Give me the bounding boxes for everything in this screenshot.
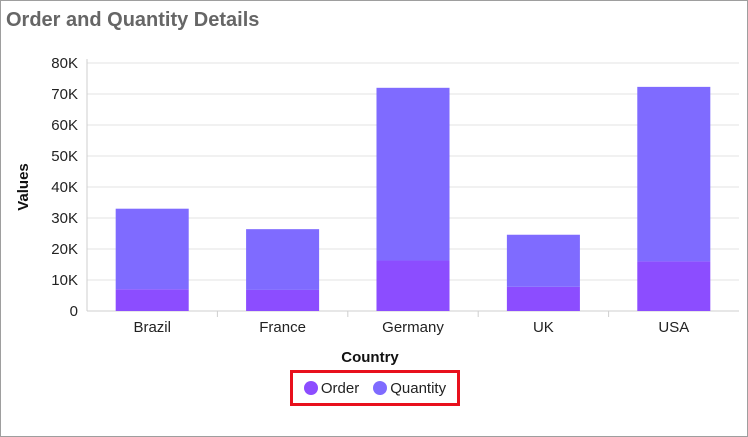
bar-quantity-usa[interactable]: [637, 86, 711, 262]
legend-label-order: Order: [320, 379, 360, 397]
legend-item-quantity[interactable]: Quantity: [373, 380, 446, 397]
x-tick-label: Germany: [382, 319, 444, 336]
x-tick-label: UK: [533, 319, 554, 336]
y-tick-label: 50K: [51, 148, 78, 165]
y-tick-label: 80K: [51, 55, 78, 72]
y-tick-label: 70K: [51, 86, 78, 103]
legend-item-order[interactable]: Order: [303, 379, 360, 397]
y-tick-label: 0: [70, 303, 78, 320]
bar-quantity-germany[interactable]: [376, 87, 450, 261]
y-tick-label: 40K: [51, 179, 78, 196]
y-tick-label: 20K: [51, 241, 78, 258]
x-tick-label: USA: [658, 319, 689, 336]
legend-swatch-order: [303, 381, 318, 395]
bar-quantity-uk[interactable]: [506, 234, 580, 287]
y-tick-label: 60K: [51, 117, 78, 134]
bar-quantity-brazil[interactable]: [115, 208, 189, 290]
y-axis-title: Values: [15, 163, 32, 211]
chart-title: Order and Quantity Details: [6, 9, 260, 31]
bar-order-germany[interactable]: [376, 260, 450, 311]
bar-quantity-france[interactable]: [246, 229, 320, 290]
bar-order-usa[interactable]: [637, 261, 711, 311]
bar-order-uk[interactable]: [506, 286, 580, 311]
x-axis-title: Country: [341, 349, 399, 366]
x-tick-label: France: [259, 319, 306, 336]
chart-legend: Order Quantity: [290, 370, 460, 406]
bar-order-france[interactable]: [246, 289, 320, 311]
y-tick-label: 10K: [51, 272, 78, 289]
legend-label-quantity: Quantity: [390, 379, 447, 397]
legend-swatch-quantity: [373, 381, 388, 395]
bar-order-brazil[interactable]: [115, 289, 189, 311]
x-tick-label: Brazil: [133, 319, 171, 336]
y-tick-label: 30K: [51, 210, 78, 227]
